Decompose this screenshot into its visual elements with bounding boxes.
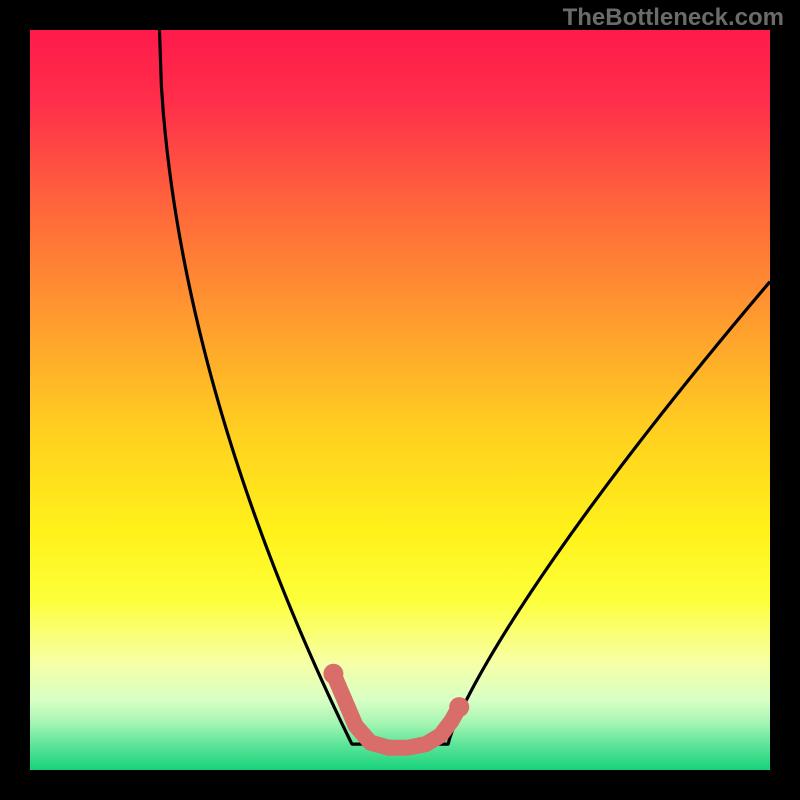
marker-endpoint bbox=[323, 664, 343, 684]
marker-endpoint bbox=[449, 697, 469, 717]
chart-frame: TheBottleneck.com bbox=[0, 0, 800, 800]
bottleneck-chart bbox=[0, 0, 800, 800]
watermark-text: TheBottleneck.com bbox=[563, 4, 784, 32]
